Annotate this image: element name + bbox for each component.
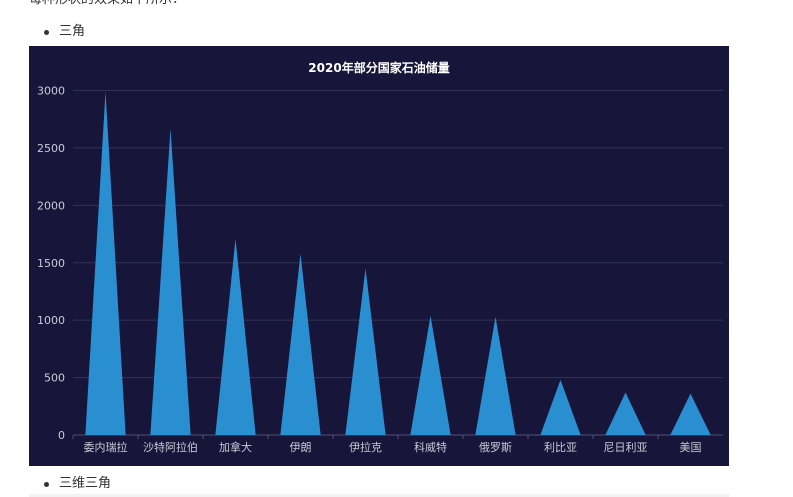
- list-item-label: 三角: [59, 24, 86, 39]
- x-tick-label: 俄罗斯: [479, 441, 512, 454]
- x-tick-label: 科威特: [414, 440, 447, 454]
- y-axis-ticks: 0 500 1000 1500 2000 2500 3000: [37, 85, 65, 443]
- next-panel-edge: [29, 494, 729, 497]
- x-tick-label: 加拿大: [219, 440, 252, 454]
- triangle-bar: [475, 316, 516, 435]
- triangle-bar: [605, 392, 646, 435]
- list-item-label: 三维三角: [59, 476, 112, 491]
- y-tick-label: 1500: [37, 257, 65, 270]
- x-tick-label: 利比亚: [544, 441, 577, 454]
- triangle-bar: [150, 128, 191, 435]
- chart-title: 2020年部分国家石油储量: [308, 60, 449, 75]
- bars: [85, 91, 711, 436]
- x-tick-label: 委内瑞拉: [84, 440, 128, 454]
- triangle-bar: [345, 268, 386, 435]
- triangle-bar: [540, 379, 581, 435]
- bullet-dot: [44, 30, 49, 35]
- intro-text: 每种形状的效果如下所示：: [29, 0, 185, 8]
- y-tick-label: 2500: [37, 142, 65, 155]
- x-axis-ticks: 委内瑞拉 沙特阿拉伯 加拿大 伊朗 伊拉克 科威特 俄罗斯 利比亚 尼日利亚 美国: [72, 435, 702, 454]
- triangle-bar: [410, 315, 451, 435]
- triangle-bar: [215, 238, 256, 435]
- y-tick-label: 3000: [37, 85, 65, 98]
- x-tick-label: 伊拉克: [349, 440, 382, 454]
- triangle-bar-chart: 2020年部分国家石油储量 0 500 1000 1500 2000 2500 3000 委…: [37, 60, 723, 454]
- y-tick-label: 1000: [37, 314, 65, 327]
- triangle-bar: [85, 91, 126, 436]
- y-tick-label: 0: [58, 429, 65, 442]
- x-tick-label: 美国: [680, 441, 702, 454]
- y-tick-label: 2000: [37, 199, 65, 212]
- triangle-bar: [280, 253, 321, 435]
- x-tick-label: 伊朗: [290, 441, 312, 454]
- x-tick-label: 沙特阿拉伯: [143, 440, 198, 454]
- bullet-dot: [44, 482, 49, 487]
- y-tick-label: 500: [44, 372, 65, 385]
- triangle-bar: [670, 393, 711, 435]
- chart-panel: 2020年部分国家石油储量 0 500 1000 1500 2000 2500 3000 委…: [29, 46, 729, 466]
- x-tick-label: 尼日利亚: [604, 441, 648, 454]
